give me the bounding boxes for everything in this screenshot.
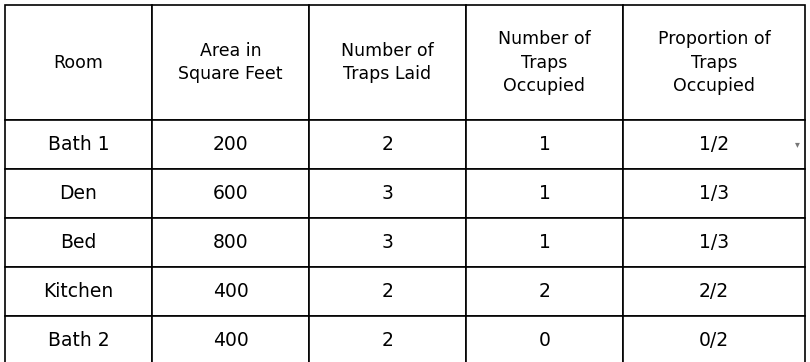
Text: ▾: ▾ — [795, 139, 799, 150]
Text: Proportion of
Traps
Occupied: Proportion of Traps Occupied — [658, 30, 770, 95]
Bar — [309, 267, 466, 316]
Text: Bed: Bed — [60, 233, 96, 252]
Text: 1: 1 — [539, 233, 551, 252]
Text: 2: 2 — [539, 282, 551, 301]
Bar — [5, 120, 152, 169]
Bar — [466, 316, 623, 362]
Text: Kitchen: Kitchen — [44, 282, 113, 301]
Bar — [309, 316, 466, 362]
Bar — [309, 120, 466, 169]
Bar — [152, 120, 309, 169]
Bar — [623, 218, 805, 267]
Text: 1/3: 1/3 — [699, 184, 729, 203]
Text: 400: 400 — [212, 282, 249, 301]
Text: 0/2: 0/2 — [699, 331, 729, 350]
Text: 3: 3 — [382, 184, 394, 203]
Bar — [623, 316, 805, 362]
Text: Number of
Traps
Occupied: Number of Traps Occupied — [498, 30, 590, 95]
Text: Den: Den — [60, 184, 97, 203]
Text: 1: 1 — [539, 184, 551, 203]
Text: 200: 200 — [213, 135, 249, 154]
Bar — [152, 5, 309, 120]
Text: 800: 800 — [213, 233, 249, 252]
Text: 3: 3 — [382, 233, 394, 252]
Text: 0: 0 — [539, 331, 551, 350]
Bar — [309, 169, 466, 218]
Text: Number of
Traps Laid: Number of Traps Laid — [341, 42, 434, 83]
Bar — [5, 5, 152, 120]
Bar — [5, 218, 152, 267]
Bar — [623, 5, 805, 120]
Text: 400: 400 — [212, 331, 249, 350]
Bar — [5, 169, 152, 218]
Text: 2: 2 — [382, 135, 394, 154]
Bar — [466, 267, 623, 316]
Bar — [309, 5, 466, 120]
Text: 2: 2 — [382, 282, 394, 301]
Text: Room: Room — [53, 54, 104, 72]
Bar — [623, 169, 805, 218]
Bar — [466, 218, 623, 267]
Text: Bath 2: Bath 2 — [48, 331, 109, 350]
Text: Bath 1: Bath 1 — [48, 135, 109, 154]
Bar — [152, 218, 309, 267]
Text: 1/3: 1/3 — [699, 233, 729, 252]
Bar — [309, 218, 466, 267]
Text: 1: 1 — [539, 135, 551, 154]
Text: 600: 600 — [213, 184, 249, 203]
Bar — [466, 5, 623, 120]
Bar — [623, 267, 805, 316]
Bar — [5, 316, 152, 362]
Text: 1/2: 1/2 — [699, 135, 729, 154]
Bar — [466, 120, 623, 169]
Bar — [623, 120, 805, 169]
Bar — [466, 169, 623, 218]
Text: 2: 2 — [382, 331, 394, 350]
Bar — [152, 316, 309, 362]
Bar — [152, 169, 309, 218]
Bar — [152, 267, 309, 316]
Text: 2/2: 2/2 — [699, 282, 729, 301]
Text: Area in
Square Feet: Area in Square Feet — [178, 42, 283, 83]
Bar — [5, 267, 152, 316]
